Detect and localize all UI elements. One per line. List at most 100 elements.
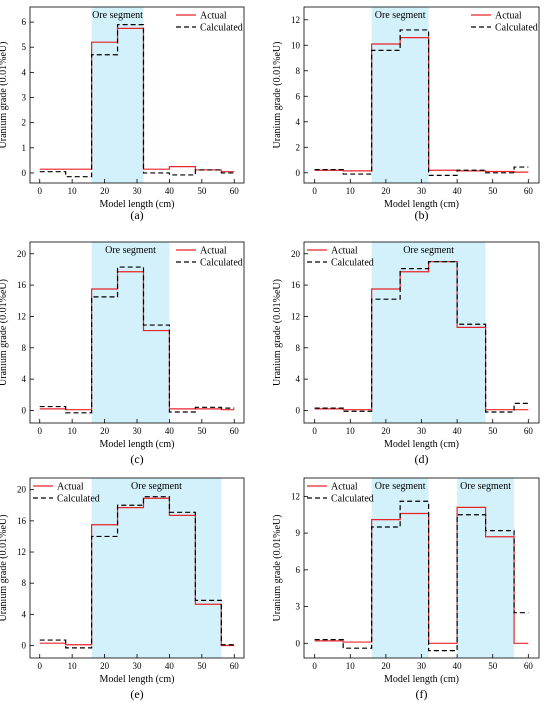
x-tick-label: 60: [524, 661, 534, 671]
x-tick-label: 20: [100, 426, 110, 436]
y-axis-label: Uranium grade (0.01%eU): [0, 515, 9, 622]
y-tick-label: 0: [296, 168, 301, 178]
y-tick-label: 2: [296, 142, 301, 152]
x-axis-label: Model length (cm): [384, 439, 459, 450]
panel-label: (b): [415, 208, 429, 222]
ore-segment-label: Ore segment: [375, 10, 426, 21]
y-tick-label: 12: [291, 311, 300, 321]
y-tick-label: 8: [22, 343, 27, 353]
y-tick-label: 4: [22, 609, 27, 619]
legend-label-actual: Actual: [57, 482, 84, 493]
y-tick-label: 20: [17, 485, 27, 495]
x-tick-label: 20: [100, 186, 110, 196]
x-tick-label: 10: [68, 661, 78, 671]
x-tick-label: 20: [381, 186, 391, 196]
legend-label-actual: Actual: [495, 11, 522, 22]
y-axis-label: Uranium grade (0.01%eU): [272, 515, 283, 622]
x-tick-label: 50: [488, 186, 498, 196]
panel-label: (d): [415, 452, 429, 466]
y-tick-label: 6: [296, 565, 301, 575]
legend-label-actual: Actual: [331, 246, 358, 257]
y-tick-label: 20: [17, 249, 27, 259]
x-tick-label: 0: [312, 426, 317, 436]
x-tick-label: 40: [453, 186, 463, 196]
legend-label-calculated: Calculated: [200, 258, 243, 269]
chart-panel-5: Ore segment 0 10 20 30 40 50 60 0 4 8 12 16 20 Model l…: [0, 477, 245, 701]
legend-label-actual: Actual: [200, 246, 227, 257]
y-tick-label: 8: [296, 343, 301, 353]
calculated-series-line: [314, 500, 529, 652]
calculated-series-line: [39, 24, 235, 178]
x-tick-label: 30: [417, 426, 427, 436]
y-tick-label: 3: [22, 93, 27, 103]
ore-segment-label: Ore segment: [375, 481, 426, 492]
x-tick-label: 0: [312, 186, 317, 196]
x-axis-label: Model length (cm): [384, 674, 459, 685]
y-tick-label: 12: [17, 547, 26, 557]
y-tick-label: 12: [291, 15, 300, 25]
chart-panel-3: Ore segment 0 10 20 30 40 50 60 0 4 8 12 16 20 Model l…: [0, 241, 245, 466]
y-axis-label: Uranium grade (0.01%eU): [272, 279, 283, 386]
y-tick-label: 9: [296, 528, 301, 538]
y-tick-label: 1: [22, 143, 27, 153]
y-tick-label: 12: [291, 491, 300, 501]
x-tick-label: 20: [381, 661, 391, 671]
panel-label: (f): [416, 687, 428, 701]
x-tick-label: 40: [453, 426, 463, 436]
calculated-series-line: [39, 266, 235, 414]
y-tick-label: 4: [296, 374, 301, 384]
legend-label-actual: Actual: [200, 11, 227, 22]
y-tick-label: 16: [17, 280, 27, 290]
ore-segment-label: Ore segment: [92, 10, 143, 21]
panel-label: (c): [130, 452, 143, 466]
y-tick-label: 6: [22, 17, 27, 27]
x-tick-label: 50: [197, 661, 207, 671]
y-tick-label: 20: [291, 249, 301, 259]
x-axis-label: Model length (cm): [100, 199, 175, 210]
ore-segment-label: Ore segment: [403, 245, 454, 256]
x-tick-label: 60: [524, 186, 534, 196]
y-tick-label: 16: [17, 516, 27, 526]
y-axis-label: Uranium grade (0.01%eU): [0, 42, 9, 149]
y-tick-label: 3: [296, 602, 301, 612]
y-tick-label: 4: [296, 117, 301, 127]
ore-segment-band: [91, 478, 222, 658]
x-axis-label: Model length (cm): [100, 674, 175, 685]
y-axis-label: Uranium grade (0.01%eU): [272, 42, 283, 149]
x-tick-label: 50: [197, 426, 207, 436]
chart-panel-1: Ore segment 0 10 20 30 40 50 60 0 1 2 3 4 5 6 Model len…: [0, 6, 245, 222]
y-tick-label: 0: [22, 168, 27, 178]
panel-label: (e): [130, 687, 143, 701]
x-axis-label: Model length (cm): [384, 199, 459, 210]
y-tick-label: 12: [17, 311, 26, 321]
legend-label-calculated: Calculated: [200, 23, 243, 34]
x-tick-label: 30: [133, 661, 143, 671]
legend-label-calculated: Calculated: [331, 494, 374, 505]
legend-label-calculated: Calculated: [57, 494, 100, 505]
x-tick-label: 30: [417, 186, 427, 196]
y-tick-label: 4: [22, 67, 27, 77]
y-tick-label: 2: [22, 118, 27, 128]
chart-panel-2: Ore segment 0 10 20 30 40 50 60 0 2 4 6 8 10 12 Model l…: [272, 6, 540, 222]
ore-segment-band: [91, 242, 170, 423]
x-tick-label: 50: [488, 661, 498, 671]
y-tick-label: 0: [22, 641, 27, 651]
x-tick-label: 60: [524, 426, 534, 436]
x-tick-label: 50: [197, 186, 207, 196]
ore-segment-label: Ore segment: [131, 481, 182, 492]
x-tick-label: 0: [37, 661, 42, 671]
x-tick-label: 30: [133, 426, 143, 436]
x-tick-label: 60: [230, 426, 240, 436]
ore-segment-band: [457, 478, 515, 658]
y-tick-label: 8: [296, 66, 301, 76]
x-tick-label: 60: [230, 661, 240, 671]
x-tick-label: 20: [100, 661, 110, 671]
x-tick-label: 30: [417, 661, 427, 671]
y-tick-label: 0: [296, 405, 301, 415]
x-tick-label: 10: [68, 426, 78, 436]
x-tick-label: 0: [312, 661, 317, 671]
x-tick-label: 0: [37, 186, 42, 196]
y-tick-label: 5: [22, 42, 27, 52]
x-tick-label: 20: [381, 426, 391, 436]
